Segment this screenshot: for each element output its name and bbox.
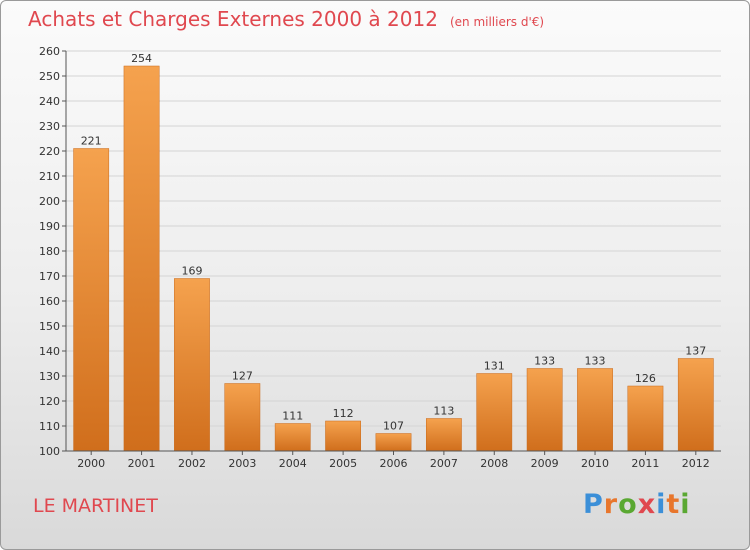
- proxiti-logo: Proxiti: [583, 489, 691, 520]
- chart-title-row: Achats et Charges Externes 2000 à 2012 (e…: [28, 7, 544, 31]
- bar-2003: [224, 383, 261, 452]
- bar-2005: [325, 420, 362, 452]
- data-label-2005: 112: [333, 407, 354, 420]
- bar-2001: [123, 65, 160, 452]
- x-tick-label-2012: 2012: [682, 457, 710, 470]
- chart-subtitle: (en milliers d'€): [449, 15, 545, 29]
- data-label-2007: 113: [433, 405, 454, 418]
- x-tick-label-2000: 2000: [77, 457, 105, 470]
- bar-2002: [174, 278, 210, 452]
- y-tick-label: 200: [39, 195, 60, 208]
- bar-2004: [274, 423, 311, 452]
- x-tick-label-2009: 2009: [531, 457, 559, 470]
- x-tick-label-2006: 2006: [380, 457, 408, 470]
- x-tick-label-2001: 2001: [128, 457, 156, 470]
- data-label-2000: 221: [81, 135, 102, 148]
- y-tick-label: 180: [39, 245, 60, 258]
- data-label-2010: 133: [585, 355, 606, 368]
- y-tick-label: 100: [39, 445, 60, 458]
- data-label-2006: 107: [383, 420, 404, 433]
- y-tick-label: 170: [39, 270, 60, 283]
- y-tick-label: 240: [39, 95, 60, 108]
- x-tick-label-2005: 2005: [329, 457, 357, 470]
- y-tick-label: 260: [39, 45, 60, 58]
- x-tick-label-2002: 2002: [178, 457, 206, 470]
- bars: [73, 65, 714, 452]
- bar-2007: [426, 418, 462, 452]
- y-tick-label: 130: [39, 370, 60, 383]
- gridlines: [66, 50, 721, 452]
- data-label-2009: 133: [534, 355, 555, 368]
- data-label-2004: 111: [282, 410, 303, 423]
- data-label-2001: 254: [131, 52, 152, 65]
- y-tick-label: 140: [39, 345, 60, 358]
- bar-2006: [375, 433, 412, 452]
- y-tick-label: 160: [39, 295, 60, 308]
- bar-2010: [577, 368, 613, 452]
- y-tick-label: 230: [39, 120, 60, 133]
- y-tick-label: 110: [39, 420, 60, 433]
- data-label-2003: 127: [232, 370, 253, 383]
- data-label-2011: 126: [635, 372, 656, 385]
- bar-2008: [476, 373, 513, 452]
- bar-2009: [526, 368, 563, 452]
- chart-title: Achats et Charges Externes 2000 à 2012: [28, 7, 438, 31]
- data-label-2012: 137: [685, 345, 706, 358]
- bar-2012: [677, 358, 714, 452]
- data-label-2008: 131: [484, 360, 505, 373]
- location-name: LE MARTINET: [33, 495, 158, 517]
- bar-2000: [73, 148, 110, 452]
- data-label-2002: 169: [181, 265, 202, 278]
- y-tick-label: 210: [39, 170, 60, 183]
- x-tick-label-2010: 2010: [581, 457, 609, 470]
- y-tick-label: 120: [39, 395, 60, 408]
- y-tick-label: 190: [39, 220, 60, 233]
- x-tick-label-2007: 2007: [430, 457, 458, 470]
- x-tick-label-2003: 2003: [228, 457, 256, 470]
- bar-2011: [627, 385, 664, 452]
- x-tick-label-2004: 2004: [279, 457, 307, 470]
- data-labels: 221 254 169 127 111 112 107 113 131 133 133 126 137: [81, 52, 707, 433]
- y-tick-label: 220: [39, 145, 60, 158]
- y-tick-label: 150: [39, 320, 60, 333]
- y-tick-label: 250: [39, 70, 60, 83]
- x-tick-label-2011: 2011: [631, 457, 659, 470]
- axes: 100 110 120 130 140 150 160 170 180 190 200 210 220 2…: [39, 45, 721, 470]
- x-tick-label-2008: 2008: [480, 457, 508, 470]
